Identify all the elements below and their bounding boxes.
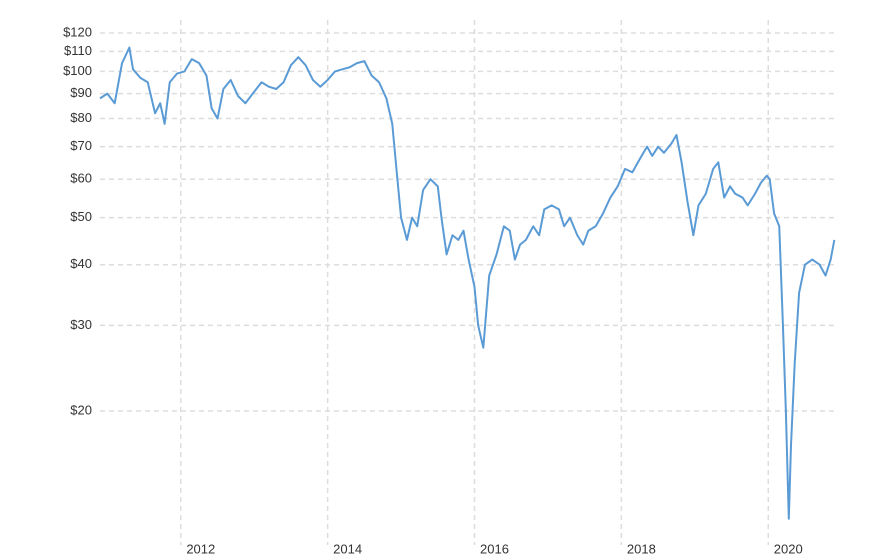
y-tick-label: $60 (70, 171, 92, 186)
x-tick-label: 2020 (774, 541, 803, 556)
x-tick-label: 2018 (627, 541, 656, 556)
y-tick-label: $100 (63, 63, 92, 78)
y-tick-label: $70 (70, 138, 92, 153)
x-tick-label: 2014 (333, 541, 362, 556)
price-line (99, 46, 836, 520)
y-tick-label: $90 (70, 85, 92, 100)
y-tick-label: $80 (70, 110, 92, 125)
y-tick-label: $40 (70, 256, 92, 271)
x-tick-label: 2016 (480, 541, 509, 556)
x-tick-label: 2012 (186, 541, 215, 556)
y-tick-label: $50 (70, 209, 92, 224)
y-tick-label: $30 (70, 317, 92, 332)
y-tick-label: $110 (64, 43, 92, 58)
y-tick-label: $120 (63, 24, 92, 39)
y-tick-label: $20 (70, 402, 92, 417)
